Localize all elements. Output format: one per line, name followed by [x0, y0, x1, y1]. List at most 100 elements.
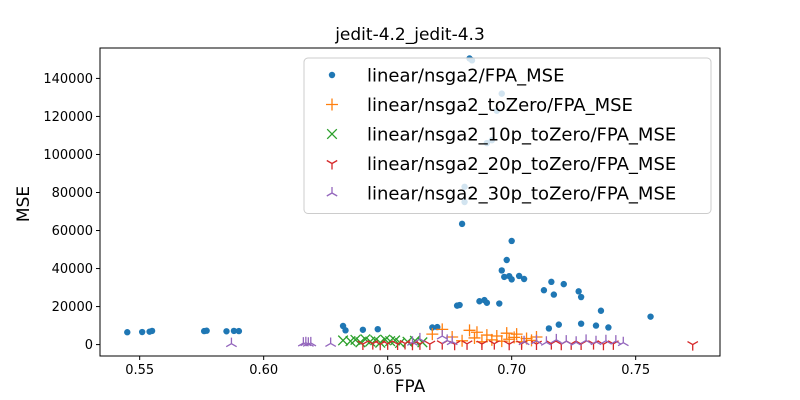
data-point [530, 334, 543, 345]
y-tick-label: 0 [85, 338, 93, 353]
data-point [490, 330, 503, 343]
data-point [687, 341, 699, 351]
data-point [488, 340, 500, 350]
data-point [414, 332, 426, 343]
data-point [461, 340, 473, 350]
data-point [476, 298, 483, 305]
x-tick-label: 0.55 [125, 363, 154, 378]
legend-label: linear/nsga2_20p_toZero/FPA_MSE [367, 154, 676, 175]
y-tick-label: 20000 [52, 300, 93, 315]
x-tick-label: 0.75 [621, 363, 650, 378]
data-point [350, 334, 361, 346]
data-point [592, 322, 600, 329]
data-point [225, 337, 237, 348]
data-point [610, 335, 622, 345]
data-point [476, 340, 488, 351]
data-point [446, 335, 458, 346]
data-point [600, 334, 612, 345]
data-point [647, 313, 654, 320]
data-point [570, 336, 582, 346]
legend-label: linear/nsga2_toZero/FPA_MSE [367, 95, 633, 116]
data-point [468, 331, 481, 344]
data-point [501, 273, 508, 281]
data-point [508, 237, 515, 245]
data-point [230, 327, 238, 335]
data-point [458, 220, 466, 228]
data-point [577, 293, 585, 301]
data-point [555, 321, 562, 328]
data-point [503, 340, 515, 351]
data-point [424, 340, 436, 351]
legend-marker [326, 159, 338, 170]
plot-area-frame [99, 47, 721, 357]
data-point [545, 325, 553, 332]
data-point [548, 278, 555, 286]
y-tick-label: 120000 [43, 110, 93, 125]
legend-label: linear/nsga2_10p_toZero/FPA_MSE [367, 125, 676, 146]
data-point [480, 329, 493, 342]
legend-marker [328, 71, 336, 79]
data-point [374, 337, 386, 348]
data-point [463, 324, 476, 337]
data-point [223, 328, 230, 335]
data-point [560, 280, 567, 288]
chart-title: jedit-4.2_jedit-4.3 [334, 25, 485, 45]
legend-marker [326, 128, 338, 140]
data-point [429, 324, 436, 331]
data-point [515, 272, 523, 280]
data-point [406, 336, 419, 346]
y-tick-label: 40000 [52, 262, 93, 277]
y-tick-label: 80000 [52, 186, 93, 201]
data-point [342, 327, 349, 334]
series-5 [225, 330, 629, 348]
data-point [577, 320, 585, 327]
data-points [124, 55, 699, 351]
data-point [510, 328, 523, 341]
data-point [605, 324, 612, 331]
data-point [483, 299, 491, 306]
legend-marker [326, 98, 338, 111]
data-point [597, 307, 605, 314]
data-point [508, 276, 515, 283]
data-point [575, 288, 582, 295]
data-point [305, 336, 317, 347]
data-point [580, 334, 592, 344]
data-point [550, 291, 558, 298]
data-point [426, 328, 439, 341]
data-point [138, 328, 146, 336]
data-point [617, 336, 629, 347]
data-point [550, 333, 562, 344]
data-point [434, 323, 441, 331]
legend-label: linear/nsga2/FPA_MSE [367, 66, 564, 87]
legend-label: linear/nsga2_30p_toZero/FPA_MSE [367, 184, 676, 205]
x-tick-label: 0.65 [373, 363, 402, 378]
data-point [124, 329, 131, 336]
y-axis-label: MSE [14, 186, 34, 222]
y-tick-label: 100000 [43, 148, 93, 163]
data-point [382, 340, 394, 350]
data-point [498, 267, 505, 274]
data-point [496, 300, 503, 307]
x-tick-label: 0.60 [249, 363, 278, 378]
x-tick-label: 0.70 [497, 363, 526, 378]
legend-box [303, 57, 712, 214]
data-point [518, 335, 530, 346]
data-point [520, 275, 528, 283]
data-point [540, 336, 552, 346]
data-point [590, 335, 602, 346]
data-point [359, 326, 367, 333]
data-point [203, 327, 210, 334]
legend: linear/nsga2/FPA_MSE linear/nsga2_toZero/… [303, 57, 712, 214]
data-point [500, 327, 513, 340]
y-tick-label: 60000 [52, 224, 93, 239]
data-point [374, 325, 381, 333]
data-point [540, 287, 548, 294]
data-point [503, 256, 510, 264]
x-axis-label: FPA [395, 377, 426, 397]
legend-marker [326, 187, 338, 197]
data-point [560, 335, 572, 345]
data-point [325, 337, 337, 348]
data-point [148, 327, 156, 335]
axis-ticks: 0.55 0.60 0.65 0.70 0.75 0 20000 40000 60000 8000… [43, 72, 650, 378]
